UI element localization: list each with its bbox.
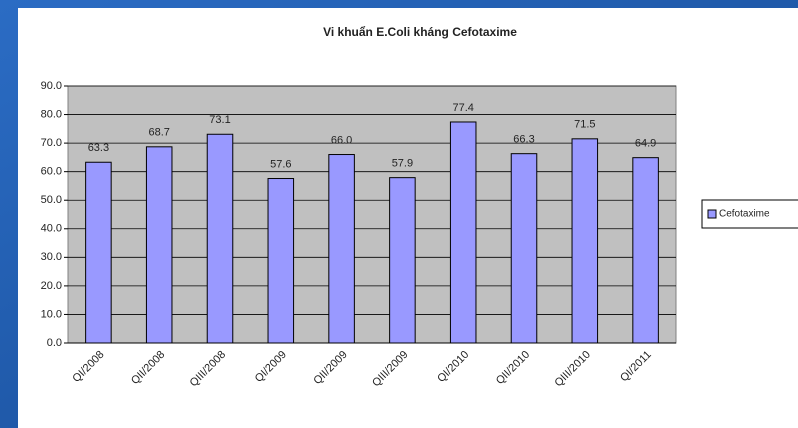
y-tick-label: 50.0 bbox=[41, 194, 62, 206]
bar bbox=[206, 133, 234, 344]
y-tick-label: 0.0 bbox=[47, 337, 62, 349]
y-tick-label: 60.0 bbox=[41, 166, 62, 178]
bar bbox=[510, 153, 538, 344]
bar bbox=[328, 154, 355, 344]
y-tick-label: 30.0 bbox=[41, 251, 62, 263]
legend-label: Cefotaxime bbox=[719, 209, 770, 220]
legend-swatch bbox=[707, 209, 717, 219]
value-label: 71.5 bbox=[574, 119, 595, 131]
y-tick-label: 90.0 bbox=[41, 80, 62, 92]
y-tick-label: 40.0 bbox=[41, 223, 62, 235]
value-label: 66.3 bbox=[513, 134, 534, 146]
chart-title: Vi khuẩn E.Coli kháng Cefotaxime bbox=[323, 25, 517, 39]
bar bbox=[632, 157, 659, 344]
value-label: 64.9 bbox=[635, 138, 656, 150]
y-tick-label: 70.0 bbox=[41, 137, 62, 149]
y-tick-label: 20.0 bbox=[41, 280, 62, 292]
value-label: 77.4 bbox=[452, 102, 473, 114]
value-label: 73.1 bbox=[209, 114, 230, 126]
bar bbox=[449, 121, 477, 344]
bar bbox=[267, 178, 295, 344]
y-tick-label: 10.0 bbox=[41, 308, 62, 320]
value-label: 57.6 bbox=[270, 158, 291, 170]
value-label: 68.7 bbox=[148, 127, 169, 139]
bar bbox=[571, 138, 599, 344]
bar bbox=[85, 161, 112, 344]
value-label: 63.3 bbox=[88, 142, 109, 154]
bar bbox=[145, 146, 173, 344]
legend-box bbox=[701, 199, 798, 229]
bar bbox=[389, 177, 416, 344]
value-label: 57.9 bbox=[392, 158, 413, 170]
y-tick-label: 80.0 bbox=[41, 108, 62, 120]
value-label: 66.0 bbox=[331, 134, 352, 146]
